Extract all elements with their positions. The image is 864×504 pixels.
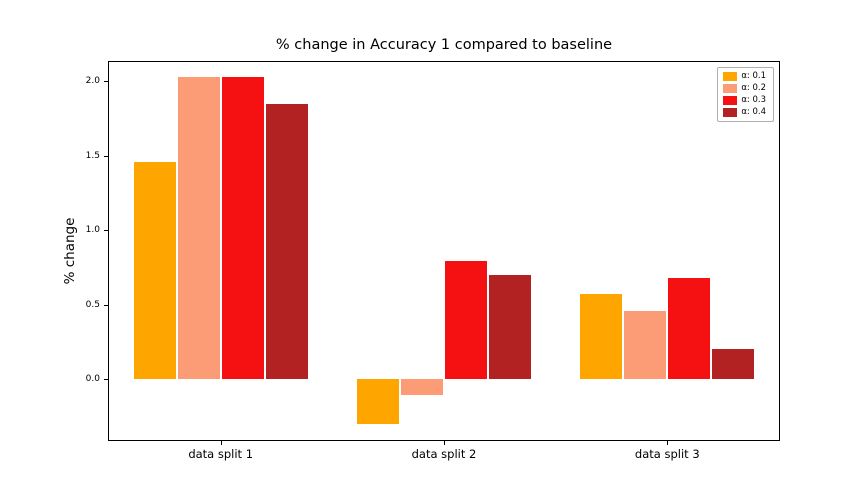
- legend-label: α: 0.2: [741, 83, 766, 93]
- legend-swatch: [723, 108, 738, 117]
- bar-2-1: [357, 379, 399, 424]
- x-tick-label: data split 1: [188, 447, 254, 461]
- bar-1-1: [133, 161, 176, 379]
- bar-3-3: [668, 277, 711, 379]
- y-tick-label: 2.0: [85, 76, 100, 87]
- x-tick-mark: [667, 441, 669, 445]
- y-tick-mark: [104, 155, 108, 157]
- bar-3-1: [580, 294, 623, 379]
- axes: α: 0.1 α: 0.2 α: 0.3 α: 0.4: [108, 61, 780, 441]
- legend-item: α: 0.1: [723, 72, 766, 81]
- legend-label: α: 0.1: [741, 71, 766, 81]
- y-tick-mark: [104, 379, 108, 380]
- bar-3-4: [712, 349, 755, 379]
- y-tick-mark: [104, 304, 108, 306]
- bar-2-2: [401, 379, 443, 396]
- bar-1-3: [221, 76, 264, 379]
- legend-swatch: [723, 84, 738, 93]
- x-tick-mark: [444, 441, 445, 445]
- bar-1-4: [265, 103, 308, 379]
- bar-3-2: [624, 310, 667, 379]
- x-tick-mark: [220, 441, 222, 445]
- y-tick-label: 1.5: [85, 150, 100, 161]
- y-tick-mark: [104, 230, 108, 232]
- x-tick-label: data split 3: [634, 447, 700, 461]
- legend-label: α: 0.4: [741, 107, 766, 117]
- bar-1-2: [177, 76, 220, 379]
- y-tick-label: 0.0: [85, 374, 100, 384]
- legend-item: α: 0.2: [723, 84, 766, 93]
- y-tick-label: 1.0: [85, 225, 100, 236]
- legend: α: 0.1 α: 0.2 α: 0.3 α: 0.4: [717, 67, 774, 122]
- legend-item: α: 0.3: [723, 96, 766, 105]
- bar-2-3: [445, 261, 487, 379]
- y-tick-mark: [104, 81, 108, 83]
- bar-2-4: [489, 274, 531, 379]
- x-tick-label: data split 2: [411, 447, 477, 461]
- y-tick-label: 0.5: [85, 299, 100, 310]
- legend-swatch: [723, 72, 738, 81]
- legend-item: α: 0.4: [723, 108, 766, 117]
- legend-swatch: [723, 96, 738, 105]
- legend-label: α: 0.3: [741, 95, 766, 105]
- chart-title: % change in Accuracy 1 compared to basel…: [275, 37, 613, 53]
